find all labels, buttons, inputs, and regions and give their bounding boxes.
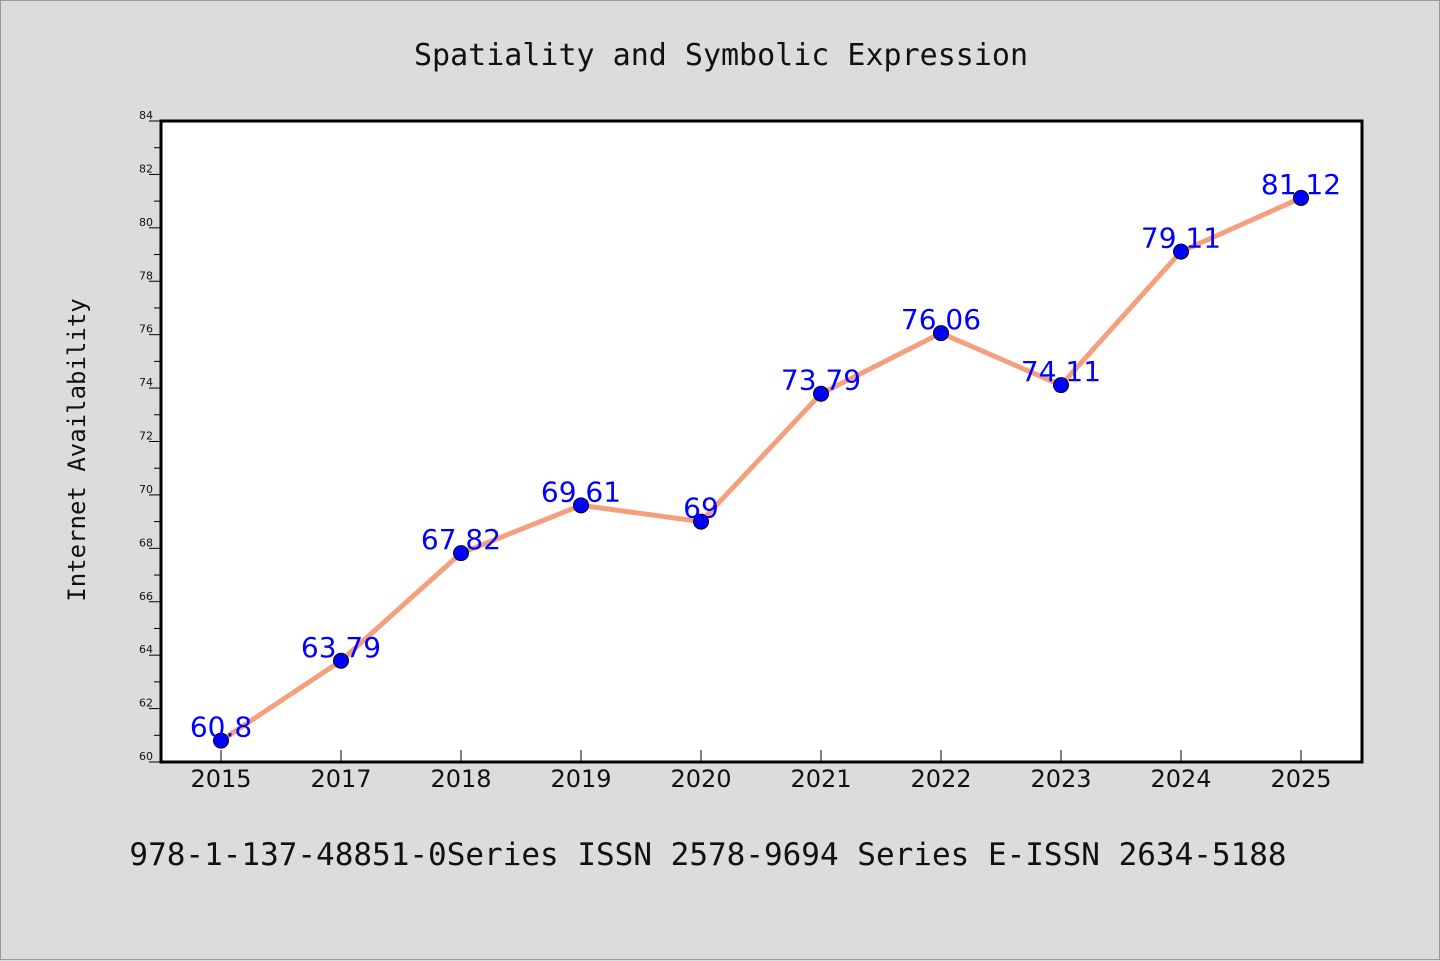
y-tick-label: 76: [139, 323, 153, 336]
data-point: [693, 513, 709, 530]
series-group: [213, 189, 1309, 749]
x-tick-label: 2021: [790, 765, 851, 793]
y-tick-label: 84: [139, 109, 153, 122]
y-tick-label: 72: [139, 430, 153, 443]
y-tick-label: 82: [139, 162, 153, 175]
data-label: 74.11: [1021, 355, 1101, 388]
data-label: 69.61: [541, 475, 621, 508]
data-point: [1293, 189, 1309, 206]
y-tick-label: 80: [139, 216, 153, 229]
y-tick-label: 66: [139, 590, 153, 603]
data-label: 67.82: [421, 523, 501, 556]
x-tick-label: 2023: [1030, 765, 1091, 793]
y-tick-label: 78: [139, 269, 153, 282]
x-tick-label: 2024: [1150, 765, 1211, 793]
data-label: 69: [683, 492, 719, 525]
y-tick-label: 68: [139, 536, 153, 549]
data-label: 60.8: [190, 711, 252, 744]
series-line: [218, 195, 1304, 744]
chart-title: Spatiality and Symbolic Expression: [414, 38, 1028, 73]
data-point: [213, 732, 229, 749]
data-label: 79.11: [1141, 222, 1221, 255]
data-point: [573, 497, 589, 514]
x-tick-label: 2018: [430, 765, 491, 793]
data-label: 76.06: [901, 303, 981, 336]
x-tick-label: 2022: [910, 765, 971, 793]
x-tick-label: 2020: [670, 765, 731, 793]
y-tick-label: 70: [139, 483, 153, 496]
plot-area: [159, 119, 1364, 764]
x-tick-label: 2015: [190, 765, 251, 793]
x-tick-label: 2025: [1270, 765, 1331, 793]
data-labels: 60.8 63.79 67.82 69.61 69 73.79 76.06 74.11 79.1…: [190, 168, 1341, 744]
data-point: [453, 545, 469, 562]
footer-isbn: 978-1-137-48851-0Series ISSN 2578-9694 S…: [129, 837, 1286, 873]
data-point: [1053, 377, 1069, 394]
x-tick-label: 2019: [550, 765, 611, 793]
data-point: [1173, 243, 1189, 260]
axis-ticks: [149, 120, 1302, 763]
data-point: [933, 325, 949, 342]
data-label: 73.79: [781, 364, 861, 397]
y-tick-label: 62: [139, 697, 153, 710]
x-tick-labels: 2015 2017 2018 2019 2020 2021 2022 2023 2024 2025: [190, 765, 1331, 793]
y-tick-label: 60: [139, 750, 153, 763]
data-label: 63.79: [301, 631, 381, 664]
y-tick-labels: 60 62 64 66 68 70 72 74 76 78 80 82 84: [139, 109, 153, 763]
y-tick-label: 74: [139, 376, 153, 389]
data-label: 81.12: [1261, 168, 1341, 201]
data-point: [333, 652, 349, 669]
x-tick-label: 2017: [310, 765, 371, 793]
y-axis-label: Internet Availability: [63, 298, 91, 601]
y-tick-label: 64: [139, 643, 153, 656]
data-point: [813, 385, 829, 402]
